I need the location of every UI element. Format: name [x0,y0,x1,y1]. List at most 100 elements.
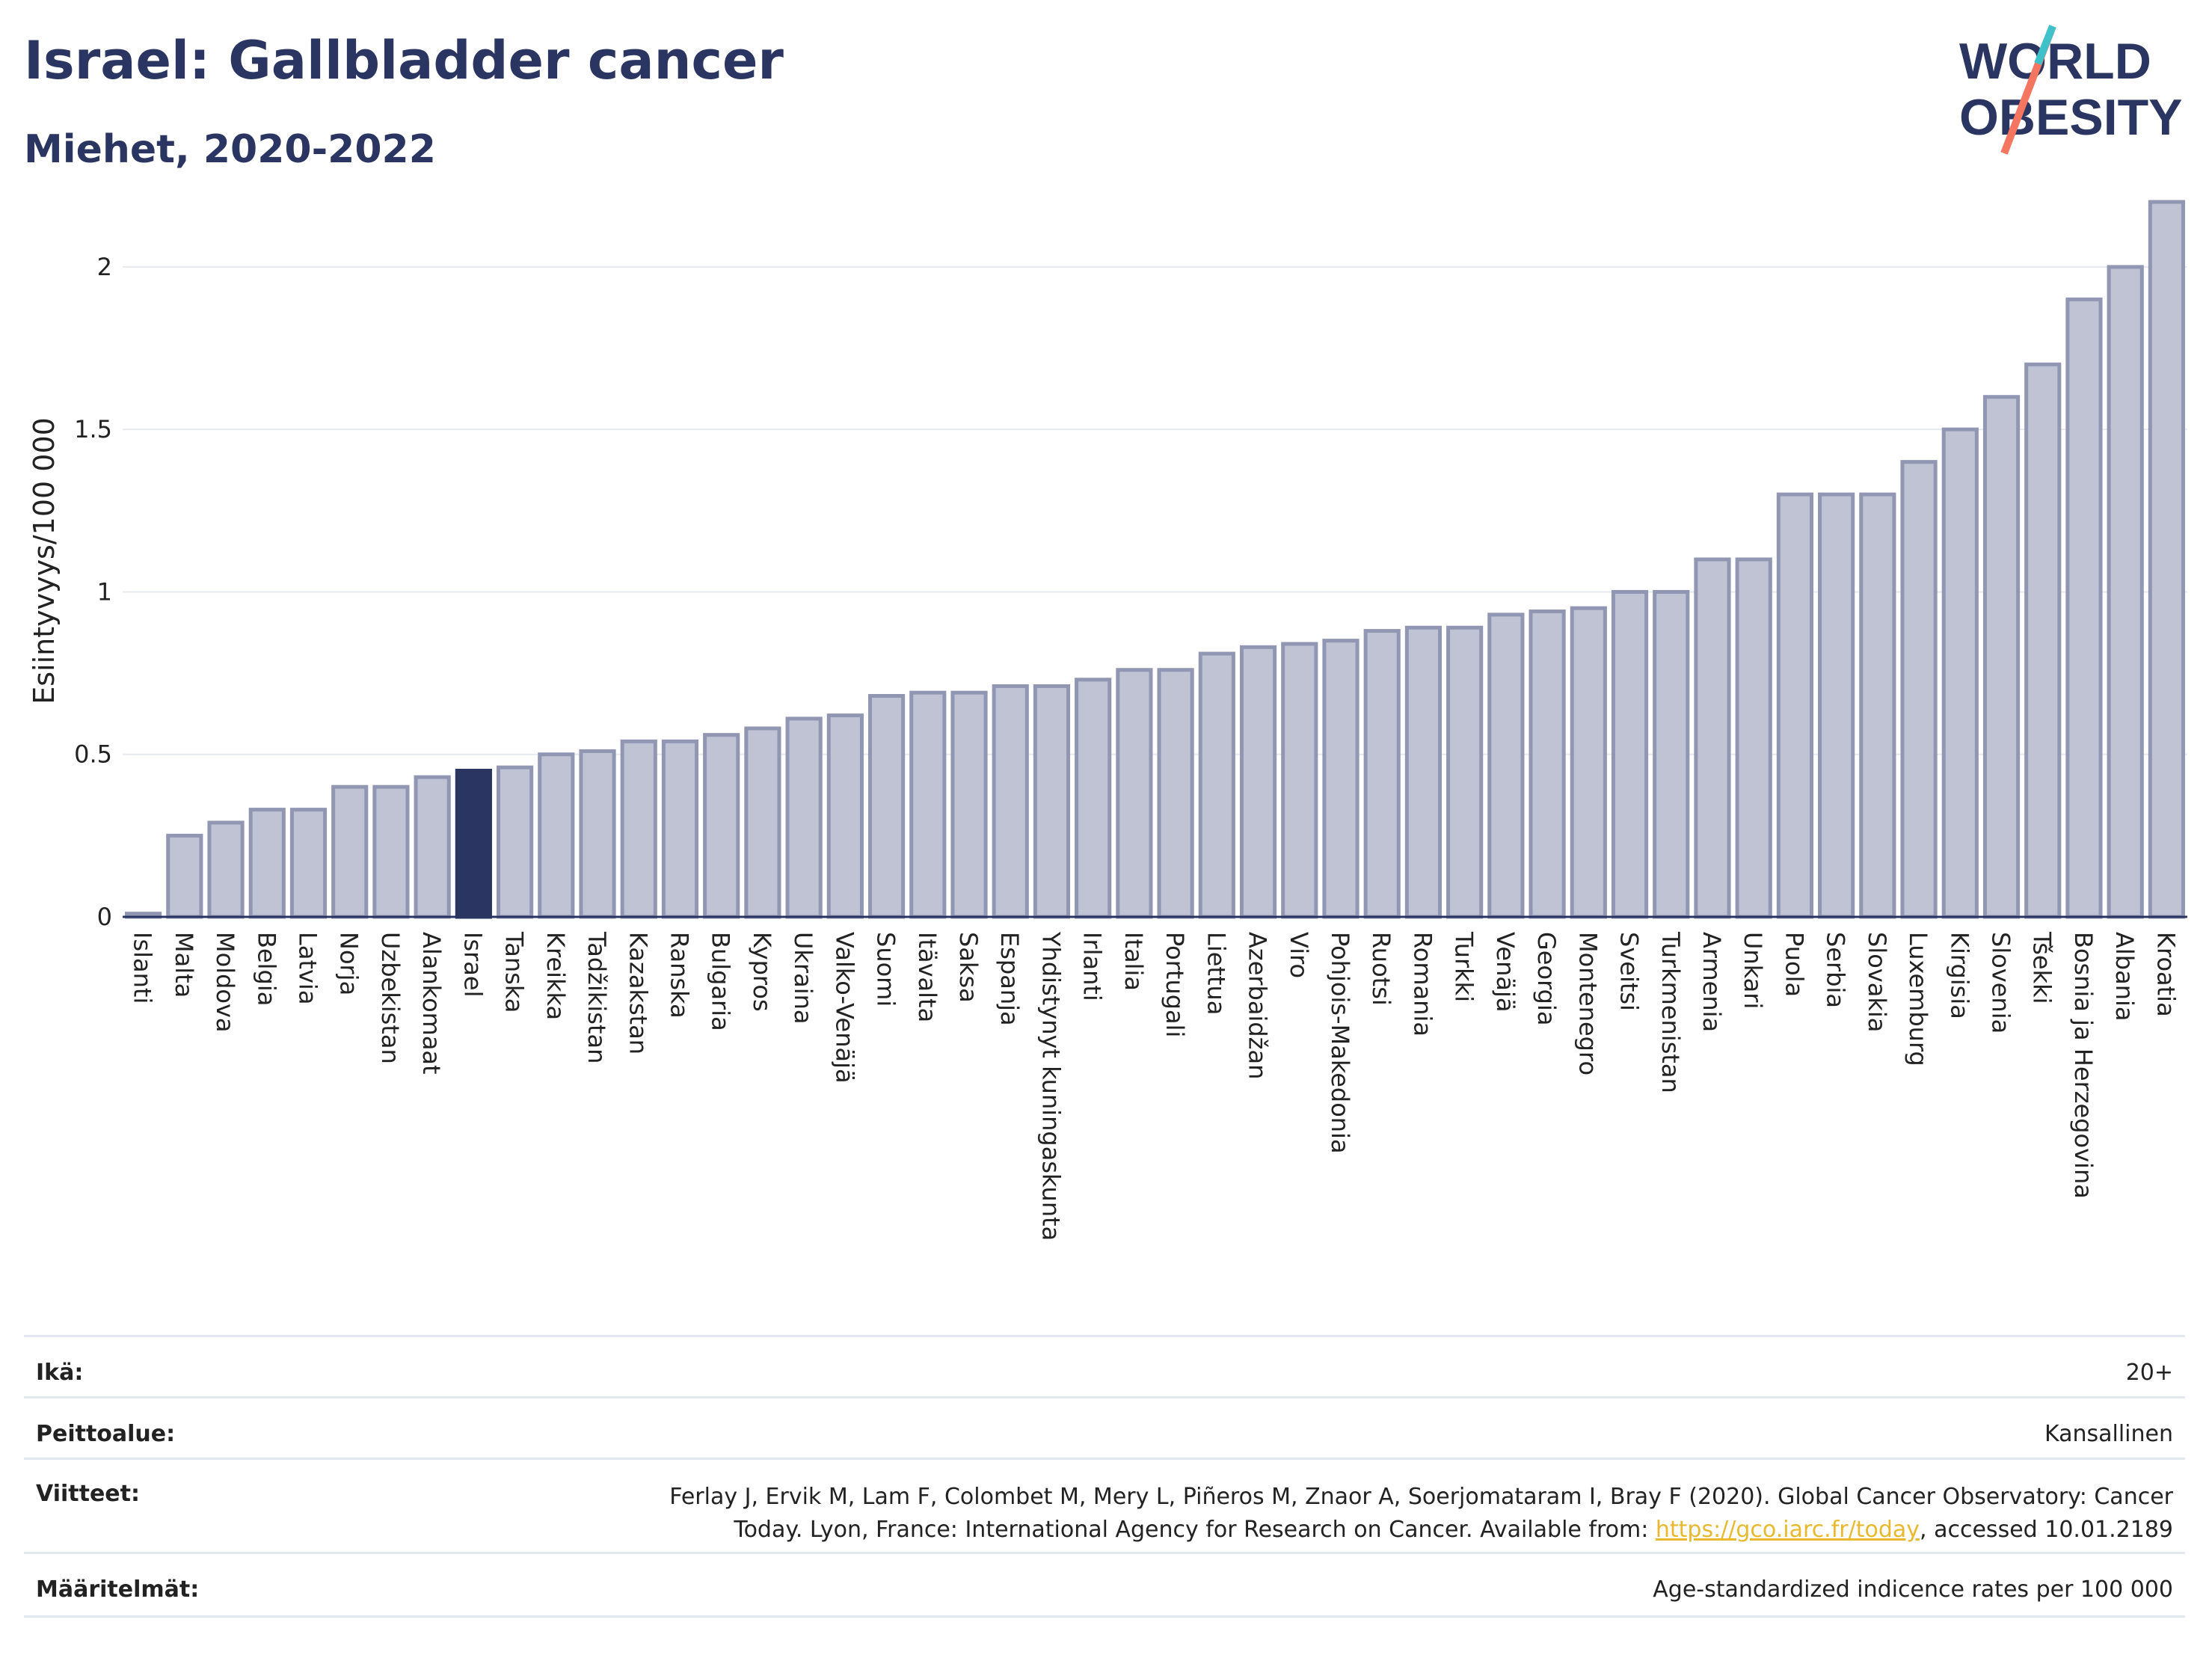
x-category-label: Islanti [129,932,157,1004]
x-category-label: Bosnia ja Herzegovina [2069,932,2098,1199]
x-category-label: Viro [1285,932,1313,978]
bar [414,775,451,919]
x-category-label: Kypros [748,932,776,1012]
x-category-label: Sveitsi [1615,932,1644,1011]
x-category-label: Valko-Venäjä [830,932,858,1084]
x-category-label: Venäjä [1491,932,1520,1012]
bar [1404,625,1443,919]
x-category-label: Bulgaria [707,932,735,1031]
chart-title: Israel: Gallbladder cancer [24,30,784,91]
bar [1116,668,1153,919]
bar [1239,645,1277,919]
bar [1859,492,1896,919]
x-category-label: Yhdistynyt kuningaskunta [1036,931,1065,1241]
x-category-label: Turkmenistan [1656,931,1685,1093]
bar [2107,265,2144,919]
world-obesity-logo: WORLD OBESITY [1959,25,2183,155]
x-category-label: Alankomaat [417,932,446,1075]
bar [744,726,781,919]
x-category-label: Ranska [665,932,693,1019]
references-label: Viitteet: [36,1481,140,1507]
bar [1611,589,1649,919]
x-category-label: Georgia [1532,932,1561,1025]
bar [1363,629,1401,919]
x-category-label: Italia [1119,932,1148,991]
y-axis-label: Esiintyvyys/100 000 [28,417,61,704]
x-category-label: Tadžikistan [583,931,611,1063]
references-value: Ferlay J, Ervik M, Lam F, Colombet M, Me… [669,1481,2173,1547]
bar [785,716,823,919]
definitions-label: Määritelmät: [36,1576,200,1603]
age-value: 20+ [2125,1360,2173,1386]
bar [661,739,699,919]
bar [497,765,534,919]
logo-line1: WORLD [1959,33,2151,90]
x-category-label: Portugali [1161,932,1189,1037]
bar [248,808,286,919]
bar-chart: 0 0.5 1 1.5 2 Esiintyvyys/100 000 Islanti Mal… [28,200,2187,1241]
bar [2065,297,2103,919]
bar [1075,678,1112,919]
x-category-label: Montenegro [1573,932,1602,1075]
bar [909,690,947,919]
bar-highlight [455,768,492,919]
info-row-references: Viitteet: Ferlay J, Ervik M, Lam F, Colo… [24,1458,2185,1553]
x-category-label: Luxemburg [1904,932,1932,1066]
y-tick-label: 1.5 [74,415,112,443]
info-row-coverage: Peittoalue: Kansallinen [24,1396,2185,1458]
bar [2024,362,2062,919]
x-category-label: Suomi [872,932,900,1007]
bar [1487,612,1525,919]
x-category-label: Belgia [252,932,280,1006]
bar [950,690,988,919]
x-category-label: Kroatia [2151,932,2180,1017]
bar [1900,460,1938,919]
x-category-label: Ruotsi [1367,932,1395,1006]
bar [826,713,864,919]
y-tick-label: 0.5 [74,740,112,769]
reference-link[interactable]: https://gco.iarc.fr/today [1655,1517,1920,1543]
x-category-label: Armenia [1698,932,1726,1032]
logo-slash-teal [2034,25,2056,65]
bar [166,833,203,919]
bar [579,749,616,919]
bar [1281,642,1318,919]
bar [703,733,740,919]
coverage-label: Peittoalue: [36,1421,176,1447]
bar [207,820,245,919]
x-category-label: Romania [1408,932,1437,1037]
x-category-label: Unkari [1739,932,1767,1009]
logo-line2: OBESITY [1959,89,2183,146]
bar [1653,589,1690,919]
info-row-age: Ikä: 20+ [24,1335,2185,1397]
bar [1818,492,1855,919]
x-category-label: Espanja [995,932,1024,1026]
bar [1157,668,1194,919]
x-category-label: Slovenia [1987,932,2015,1034]
coverage-value: Kansallinen [2044,1421,2173,1447]
x-category-label: Slovakia [1863,932,1891,1032]
x-category-label: Pohjois-Makedonia [1326,932,1354,1154]
x-category-label: Malta [170,932,198,998]
x-category-label: Serbia [1822,932,1850,1008]
bar [1198,651,1235,919]
x-category-label: Turkki [1450,931,1478,1002]
bar [1735,557,1772,919]
references-line2: Today. Lyon, France: International Agenc… [734,1517,2173,1543]
x-category-label: Kirgisia [1945,932,1973,1019]
x-category-label: Tšekki [2028,931,2056,1004]
bar [1982,395,2021,919]
x-category-label: Ukraina [789,932,817,1025]
y-axis-ticks: 0 0.5 1 1.5 2 [74,253,112,931]
bar [331,784,369,919]
x-category-label: Saksa [954,932,983,1003]
x-category-label: Latvia [293,932,322,1004]
definitions-value: Age-standardized indicence rates per 100… [1653,1576,2173,1603]
info-table: Ikä: 20+ Peittoalue: Kansallinen Viittee… [24,1335,2185,1619]
y-tick-label: 1 [97,577,112,606]
y-tick-label: 2 [97,253,112,281]
bar [1529,610,1566,919]
bar [1322,639,1360,919]
bar [2148,200,2185,919]
x-category-label: Kazakstan [624,932,652,1054]
